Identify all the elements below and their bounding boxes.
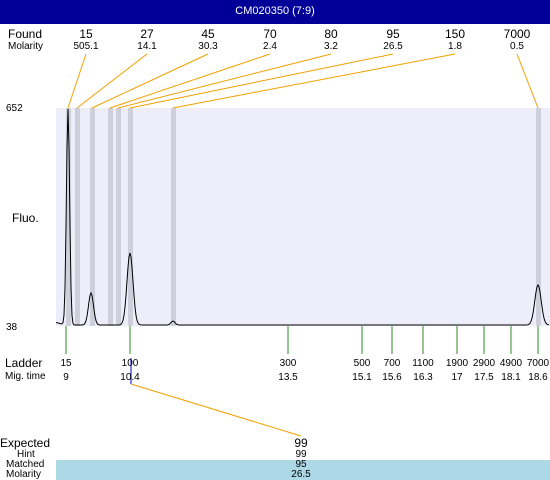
found-size: 27 (140, 27, 154, 41)
ladder-size: 700 (383, 358, 401, 369)
ladder-size: 500 (353, 358, 371, 369)
ladder-time: 15.1 (352, 372, 372, 383)
found-molarity: 505.1 (73, 41, 99, 52)
matched-value: 95 (295, 459, 307, 470)
ladder-size: 2900 (472, 358, 496, 369)
found-size: 80 (324, 27, 338, 41)
peak-connector (67, 53, 87, 109)
ladder-label: Ladder (5, 356, 43, 370)
window-title: CM020350 (7:9) (235, 5, 315, 17)
ladder-size: 300 (279, 358, 297, 369)
title-bar: CM020350 (7:9) (0, 0, 550, 24)
plot-area (56, 108, 550, 326)
peak-connector (172, 53, 456, 109)
peak-band (66, 108, 71, 326)
peak-connector (91, 53, 209, 109)
peak-band (171, 108, 176, 326)
ladder-time: 17.5 (474, 372, 494, 383)
peak-band (75, 108, 80, 326)
expected-connector (130, 383, 302, 437)
peak-connector (129, 53, 394, 109)
found-molarity: 26.5 (383, 41, 403, 52)
peak-band (128, 108, 133, 326)
found-molarity: 2.4 (263, 41, 277, 52)
ladder-time: 18.1 (501, 372, 521, 383)
found-size: 70 (263, 27, 277, 41)
ladder-time: 15.6 (382, 372, 402, 383)
found-size: 95 (386, 27, 400, 41)
found-molarity: 3.2 (324, 41, 338, 52)
ladder-time: 10.4 (120, 372, 140, 383)
ladder-size: 7000 (526, 358, 550, 369)
found-size: 45 (201, 27, 215, 41)
found-label: Found (8, 27, 43, 41)
hint-value: 99 (295, 449, 307, 460)
matched-label: Matched (6, 459, 45, 470)
ladder-size: 1100 (412, 358, 434, 369)
ladder-size: 1900 (445, 358, 469, 369)
mig-time-label: Mig. time (5, 371, 46, 382)
peak-band (108, 108, 113, 326)
peak-band (90, 108, 95, 326)
found-molarity: 30.3 (198, 41, 218, 52)
molarity-value: 26.5 (291, 469, 311, 480)
found-molarity: 1.8 (448, 41, 462, 52)
molarity-label: Molarity (8, 41, 44, 52)
y-axis-min: 38 (6, 322, 18, 333)
ladder-time: 16.3 (413, 372, 433, 383)
found-size: 15 (79, 27, 93, 41)
peak-connector (117, 53, 332, 109)
y-axis-max: 652 (6, 103, 23, 114)
found-molarity: 0.5 (510, 41, 524, 52)
ladder-size: 4900 (499, 358, 523, 369)
found-size: 7000 (503, 27, 531, 41)
found-size: 150 (444, 27, 466, 41)
found-molarity: 14.1 (137, 41, 157, 52)
peak-connector (516, 53, 539, 109)
matched-band (56, 460, 550, 480)
expected-label: Expected (0, 436, 51, 450)
fluorescence-trace (55, 108, 550, 326)
ladder-size: 15 (60, 358, 72, 369)
peak-band (536, 108, 541, 326)
ladder-time: 17 (451, 372, 463, 383)
ladder-time: 13.5 (278, 372, 298, 383)
peak-band (116, 108, 121, 326)
ladder-time: 9 (63, 372, 69, 383)
expected-value: 99 (294, 436, 308, 450)
hint-label: Hint (17, 449, 35, 460)
fluo-axis-label: Fluo. (12, 211, 39, 225)
peak-connector (76, 53, 148, 109)
ladder-time: 18.6 (528, 372, 548, 383)
molarity-bottom-label: Molarity (6, 469, 42, 480)
ladder-size: 100 (121, 358, 139, 369)
peak-connector (109, 53, 271, 109)
